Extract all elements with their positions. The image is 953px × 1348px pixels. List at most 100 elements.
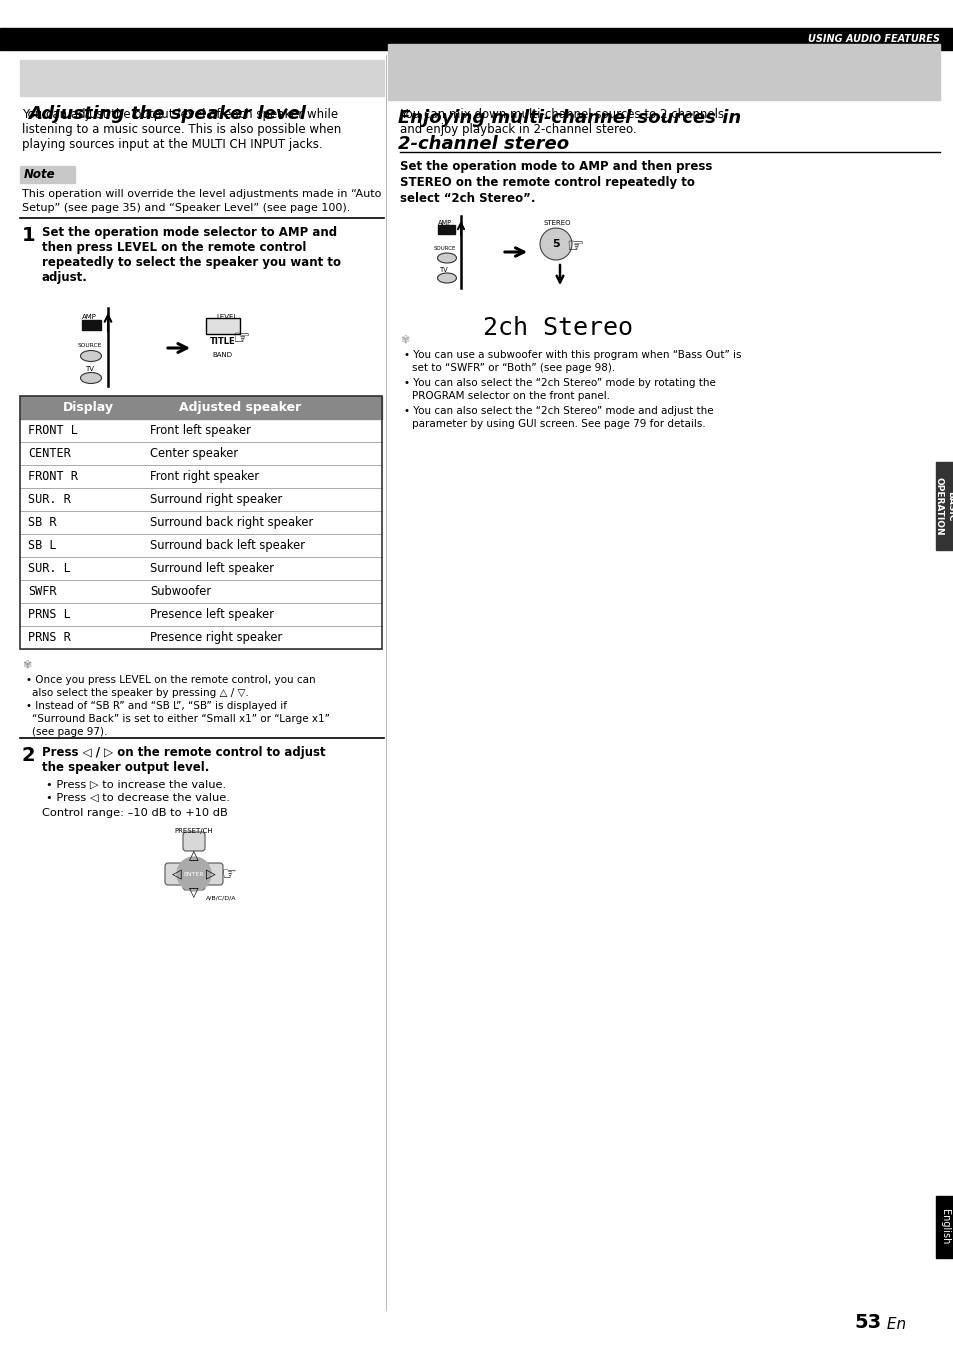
Text: CENTER: CENTER xyxy=(28,448,71,460)
Bar xyxy=(20,166,75,183)
Text: • Instead of “SB R” and “SB L”, “SB” is displayed if: • Instead of “SB R” and “SB L”, “SB” is … xyxy=(26,701,287,710)
Bar xyxy=(20,396,381,648)
Text: You can mix down multi-channel sources to 2 channels: You can mix down multi-channel sources t… xyxy=(399,108,723,121)
Text: then press LEVEL on the remote control: then press LEVEL on the remote control xyxy=(42,241,306,253)
Text: SOURCE: SOURCE xyxy=(78,342,102,348)
Text: • Press ▷ to increase the value.: • Press ▷ to increase the value. xyxy=(46,780,226,790)
Text: playing sources input at the MULTI CH INPUT jacks.: playing sources input at the MULTI CH IN… xyxy=(22,137,322,151)
Text: 2ch Stereo: 2ch Stereo xyxy=(482,315,633,340)
Text: PRESET/CH: PRESET/CH xyxy=(174,828,213,834)
Text: Display: Display xyxy=(63,400,113,414)
Text: 2: 2 xyxy=(22,745,35,766)
Text: Control range: –10 dB to +10 dB: Control range: –10 dB to +10 dB xyxy=(42,807,228,818)
Bar xyxy=(20,396,381,419)
Text: • You can use a subwoofer with this program when “Bass Out” is: • You can use a subwoofer with this prog… xyxy=(403,350,740,360)
Text: Press ◁ / ▷ on the remote control to adjust: Press ◁ / ▷ on the remote control to adj… xyxy=(42,745,325,759)
Text: SUR. R: SUR. R xyxy=(28,493,71,506)
Text: Surround left speaker: Surround left speaker xyxy=(150,562,274,576)
Text: 1: 1 xyxy=(22,226,35,245)
Text: USING AUDIO FEATURES: USING AUDIO FEATURES xyxy=(807,34,939,44)
Text: This operation will override the level adjustments made in “Auto: This operation will override the level a… xyxy=(22,189,381,200)
Circle shape xyxy=(539,228,572,260)
Text: En: En xyxy=(882,1317,905,1332)
Ellipse shape xyxy=(80,372,101,383)
Bar xyxy=(935,1196,953,1258)
Text: Subwoofer: Subwoofer xyxy=(150,585,211,599)
Text: △: △ xyxy=(189,849,198,863)
Text: Set the operation mode selector to AMP and: Set the operation mode selector to AMP a… xyxy=(42,226,336,239)
Text: the speaker output level.: the speaker output level. xyxy=(42,762,209,774)
Text: • You can also select the “2ch Stereo” mode and adjust the: • You can also select the “2ch Stereo” m… xyxy=(403,406,713,417)
Text: 53: 53 xyxy=(854,1313,882,1332)
Text: TITLE: TITLE xyxy=(210,337,235,346)
Text: Front left speaker: Front left speaker xyxy=(150,425,251,437)
Text: and enjoy playback in 2-channel stereo.: and enjoy playback in 2-channel stereo. xyxy=(399,123,636,136)
Text: Adjusting the speaker level: Adjusting the speaker level xyxy=(28,105,306,123)
Circle shape xyxy=(177,857,211,891)
Text: Surround back left speaker: Surround back left speaker xyxy=(150,539,305,551)
Bar xyxy=(20,61,384,96)
Text: repeatedly to select the speaker you want to: repeatedly to select the speaker you wan… xyxy=(42,256,340,270)
Text: PROGRAM selector on the front panel.: PROGRAM selector on the front panel. xyxy=(412,391,610,400)
Text: Presence right speaker: Presence right speaker xyxy=(150,631,282,644)
Ellipse shape xyxy=(80,350,101,361)
FancyBboxPatch shape xyxy=(165,863,184,886)
Text: 2-channel stereo: 2-channel stereo xyxy=(397,135,569,154)
Text: FRONT R: FRONT R xyxy=(28,470,78,483)
FancyBboxPatch shape xyxy=(183,832,205,851)
Text: • You can also select the “2ch Stereo” mode by rotating the: • You can also select the “2ch Stereo” m… xyxy=(403,377,715,388)
Bar xyxy=(437,225,455,235)
Bar xyxy=(935,462,953,550)
Text: SB L: SB L xyxy=(28,539,56,551)
Text: 5: 5 xyxy=(552,239,559,249)
Text: English: English xyxy=(939,1209,949,1244)
Text: Adjusted speaker: Adjusted speaker xyxy=(178,400,301,414)
Text: ▷: ▷ xyxy=(206,868,215,880)
Text: ◁: ◁ xyxy=(172,868,182,880)
Text: You can adjust the output level of each speaker while: You can adjust the output level of each … xyxy=(22,108,337,121)
Text: A/B/C/D/A: A/B/C/D/A xyxy=(206,895,236,900)
Bar xyxy=(82,319,101,330)
Text: PRNS R: PRNS R xyxy=(28,631,71,644)
Text: SOURCE: SOURCE xyxy=(434,245,456,251)
Ellipse shape xyxy=(437,253,456,263)
Text: ✾: ✾ xyxy=(22,661,31,670)
Text: ☞: ☞ xyxy=(565,236,583,256)
Text: Surround back right speaker: Surround back right speaker xyxy=(150,516,313,528)
Text: ENTER: ENTER xyxy=(184,872,204,876)
Text: ☞: ☞ xyxy=(222,865,236,883)
Text: TV: TV xyxy=(439,267,448,274)
Bar xyxy=(388,44,939,100)
FancyBboxPatch shape xyxy=(204,863,223,886)
Bar xyxy=(206,318,240,334)
Text: Set the operation mode to AMP and then press: Set the operation mode to AMP and then p… xyxy=(399,160,712,173)
Text: (see page 97).: (see page 97). xyxy=(32,727,108,737)
Text: set to “SWFR” or “Both” (see page 98).: set to “SWFR” or “Both” (see page 98). xyxy=(412,363,615,373)
Text: Setup” (see page 35) and “Speaker Level” (see page 100).: Setup” (see page 35) and “Speaker Level”… xyxy=(22,204,350,213)
FancyBboxPatch shape xyxy=(183,871,205,890)
Text: ☞: ☞ xyxy=(232,329,250,348)
Text: adjust.: adjust. xyxy=(42,271,88,284)
Ellipse shape xyxy=(437,274,456,283)
Text: SWFR: SWFR xyxy=(28,585,56,599)
Text: ▽: ▽ xyxy=(189,886,198,899)
Text: FRONT L: FRONT L xyxy=(28,425,78,437)
Text: SUR. L: SUR. L xyxy=(28,562,71,576)
Bar xyxy=(0,28,953,50)
Text: STEREO: STEREO xyxy=(543,220,571,226)
Text: SB R: SB R xyxy=(28,516,56,528)
Text: Front right speaker: Front right speaker xyxy=(150,470,259,483)
Text: PRNS L: PRNS L xyxy=(28,608,71,621)
Text: LEVEL: LEVEL xyxy=(215,314,237,319)
Text: select “2ch Stereo”.: select “2ch Stereo”. xyxy=(399,191,535,205)
Text: AMP: AMP xyxy=(82,314,97,319)
Text: BASIC
OPERATION: BASIC OPERATION xyxy=(934,477,953,535)
Text: • Press ◁ to decrease the value.: • Press ◁ to decrease the value. xyxy=(46,793,230,803)
Text: TV: TV xyxy=(85,367,94,372)
Text: Enjoying multi-channel sources in: Enjoying multi-channel sources in xyxy=(397,109,740,127)
Text: • Once you press LEVEL on the remote control, you can: • Once you press LEVEL on the remote con… xyxy=(26,675,315,685)
Text: STEREO on the remote control repeatedly to: STEREO on the remote control repeatedly … xyxy=(399,177,694,189)
Text: Note: Note xyxy=(24,167,55,181)
Text: Presence left speaker: Presence left speaker xyxy=(150,608,274,621)
Text: “Surround Back” is set to either “Small x1” or “Large x1”: “Surround Back” is set to either “Small … xyxy=(32,714,330,724)
